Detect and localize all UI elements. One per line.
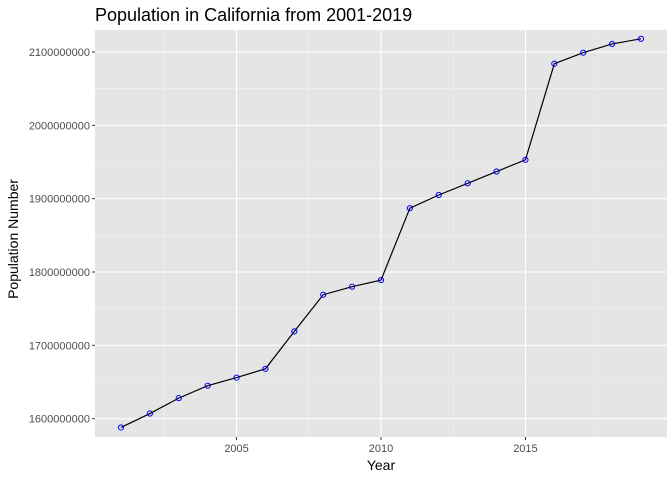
data-point — [204, 382, 211, 389]
data-point — [406, 205, 413, 212]
data-point — [291, 328, 298, 335]
data-point — [349, 283, 356, 290]
x-tick-label: 2010 — [369, 443, 393, 455]
chart-title: Population in California from 2001-2019 — [95, 5, 412, 25]
data-point — [580, 49, 587, 56]
data-point — [464, 180, 471, 187]
y-axis-title: Population Number — [5, 179, 21, 299]
x-tick-label: 2005 — [224, 443, 248, 455]
data-point — [117, 424, 125, 431]
y-axis: 1600000000 1700000000 1800000000 1900000000… — [29, 47, 95, 426]
x-tick-label: 2015 — [513, 443, 537, 455]
y-tick-label: 1700000000 — [29, 340, 90, 352]
y-tick-label: 1900000000 — [29, 194, 90, 206]
gridlines — [95, 30, 667, 437]
data-points — [117, 35, 645, 431]
y-tick-label: 2100000000 — [29, 47, 90, 59]
data-point — [262, 365, 269, 372]
data-point — [146, 410, 153, 417]
data-point — [609, 40, 616, 48]
y-tick-label: 1600000000 — [29, 414, 90, 426]
data-point — [320, 291, 327, 298]
population-line — [120, 38, 642, 429]
y-tick-label: 2000000000 — [29, 120, 90, 132]
data-point — [522, 156, 529, 163]
data-line-layer — [120, 38, 642, 429]
data-point — [377, 276, 385, 284]
data-point — [637, 35, 645, 42]
data-point — [175, 395, 182, 402]
data-point — [233, 374, 240, 381]
data-point — [551, 60, 558, 67]
data-point — [493, 168, 500, 175]
y-tick-label: 1800000000 — [29, 267, 90, 279]
x-axis-title: Year — [367, 457, 396, 473]
x-axis: 2005 2010 2015 — [224, 437, 538, 455]
data-point — [435, 191, 442, 199]
